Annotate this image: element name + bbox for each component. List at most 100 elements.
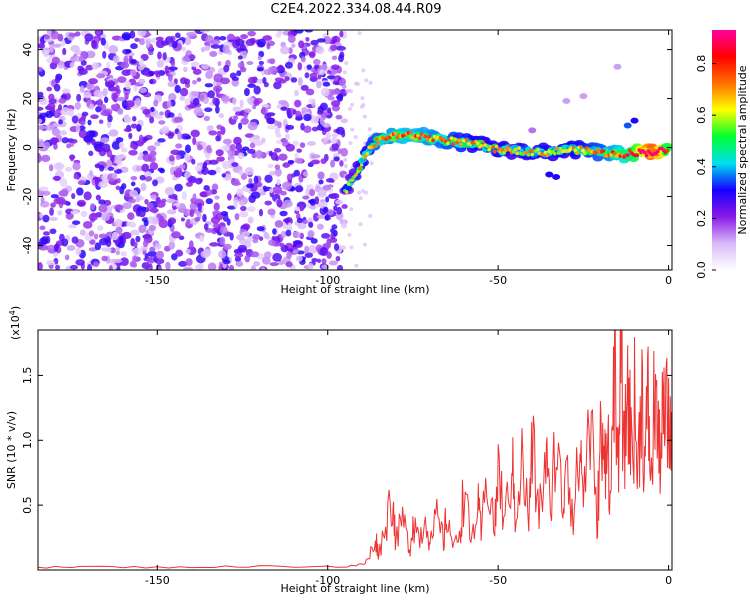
noise-blob xyxy=(61,238,69,247)
noise-blob xyxy=(64,254,70,261)
noise-blob xyxy=(207,262,217,270)
noise-blob xyxy=(98,180,109,188)
noise-blob xyxy=(250,191,261,199)
noise-blob xyxy=(260,191,266,196)
noise-blob xyxy=(219,226,228,235)
noise-blob xyxy=(54,75,61,84)
noise-blob xyxy=(257,55,262,61)
noise-blob xyxy=(128,132,133,140)
noise-blob xyxy=(38,106,44,111)
isolated-blob xyxy=(545,171,554,178)
noise-blob xyxy=(97,98,103,108)
trace-blob xyxy=(575,151,580,155)
noise-blob xyxy=(279,210,288,217)
noise-blob xyxy=(274,220,284,228)
trace-blob xyxy=(513,147,518,152)
noise-blob xyxy=(300,84,309,91)
noise-blob xyxy=(129,143,137,149)
noise-blob xyxy=(88,213,98,222)
noise-blob xyxy=(58,97,67,104)
noise-blob xyxy=(149,79,154,85)
noise-blob xyxy=(369,161,374,166)
noise-blob xyxy=(120,251,128,257)
noise-blob xyxy=(199,94,205,102)
noise-blob xyxy=(147,250,157,257)
noise-blob xyxy=(38,153,42,163)
noise-blob xyxy=(244,254,251,263)
noise-blob xyxy=(330,89,341,95)
noise-blob xyxy=(238,122,243,130)
noise-blob xyxy=(146,202,154,209)
noise-blob xyxy=(89,103,95,110)
noise-blob xyxy=(213,222,220,229)
noise-blob xyxy=(210,216,221,224)
trace-blob xyxy=(387,135,392,140)
spectrogram-y-tick-label: -20 xyxy=(21,188,34,206)
noise-blob xyxy=(91,62,100,70)
noise-blob xyxy=(76,93,82,102)
noise-blob xyxy=(112,155,123,164)
noise-blob xyxy=(214,195,220,200)
noise-blob xyxy=(40,196,45,204)
noise-blob xyxy=(93,261,100,268)
noise-blob xyxy=(75,247,82,256)
noise-blob xyxy=(276,178,281,186)
noise-blob xyxy=(54,110,59,117)
noise-blob xyxy=(308,189,316,197)
trace-blob xyxy=(558,146,563,151)
noise-blob xyxy=(90,114,99,120)
noise-blob xyxy=(162,52,167,61)
noise-blob xyxy=(205,70,213,80)
noise-blob xyxy=(307,230,315,238)
noise-blob xyxy=(267,66,272,75)
noise-blob xyxy=(252,234,261,241)
noise-blob xyxy=(166,100,172,109)
colorbar: 0.0 0.2 0.4 0.6 0.8 Normalized spectral ampl… xyxy=(695,30,749,279)
trace-blob xyxy=(449,136,454,140)
trace-blob xyxy=(528,149,533,153)
noise-blob xyxy=(39,213,44,219)
noise-blob xyxy=(90,203,95,211)
noise-blob xyxy=(228,264,235,270)
noise-blob xyxy=(109,247,116,254)
spectrogram-x-tick-label: 0 xyxy=(665,274,672,287)
noise-blob xyxy=(348,141,353,146)
noise-blob xyxy=(59,178,68,187)
noise-blob xyxy=(287,34,296,43)
trace-blob xyxy=(453,137,458,141)
noise-blob xyxy=(364,190,369,195)
noise-blob xyxy=(222,44,230,54)
noise-blob xyxy=(83,191,92,201)
noise-blob xyxy=(233,136,242,145)
noise-blob xyxy=(71,138,78,144)
noise-blob xyxy=(340,221,347,229)
noise-blob xyxy=(114,204,124,211)
trace-blob xyxy=(393,131,398,136)
noise-blob xyxy=(319,69,325,76)
noise-blob xyxy=(38,262,43,270)
trace-blob xyxy=(487,147,491,152)
noise-blob xyxy=(87,263,93,270)
noise-blob xyxy=(276,199,283,208)
noise-blob xyxy=(44,124,55,131)
noise-blob xyxy=(322,36,332,45)
noise-blob xyxy=(179,95,185,101)
noise-blob xyxy=(130,229,140,236)
noise-blob xyxy=(322,122,331,128)
noise-blob xyxy=(284,61,293,69)
noise-blob xyxy=(326,251,332,259)
noise-blob xyxy=(277,64,284,71)
noise-blob xyxy=(149,150,157,157)
noise-blob xyxy=(292,240,303,245)
noise-blob xyxy=(212,97,217,105)
trace-blob xyxy=(637,151,645,158)
trace-blob xyxy=(494,144,499,149)
noise-blob xyxy=(150,106,155,112)
snr-x-label: Height of straight line (km) xyxy=(280,582,429,595)
noise-blob xyxy=(285,124,295,130)
noise-blob xyxy=(345,89,350,94)
noise-blob xyxy=(129,69,137,77)
spectrogram-marks xyxy=(38,30,672,270)
noise-blob xyxy=(247,121,258,131)
noise-blob xyxy=(273,81,282,90)
